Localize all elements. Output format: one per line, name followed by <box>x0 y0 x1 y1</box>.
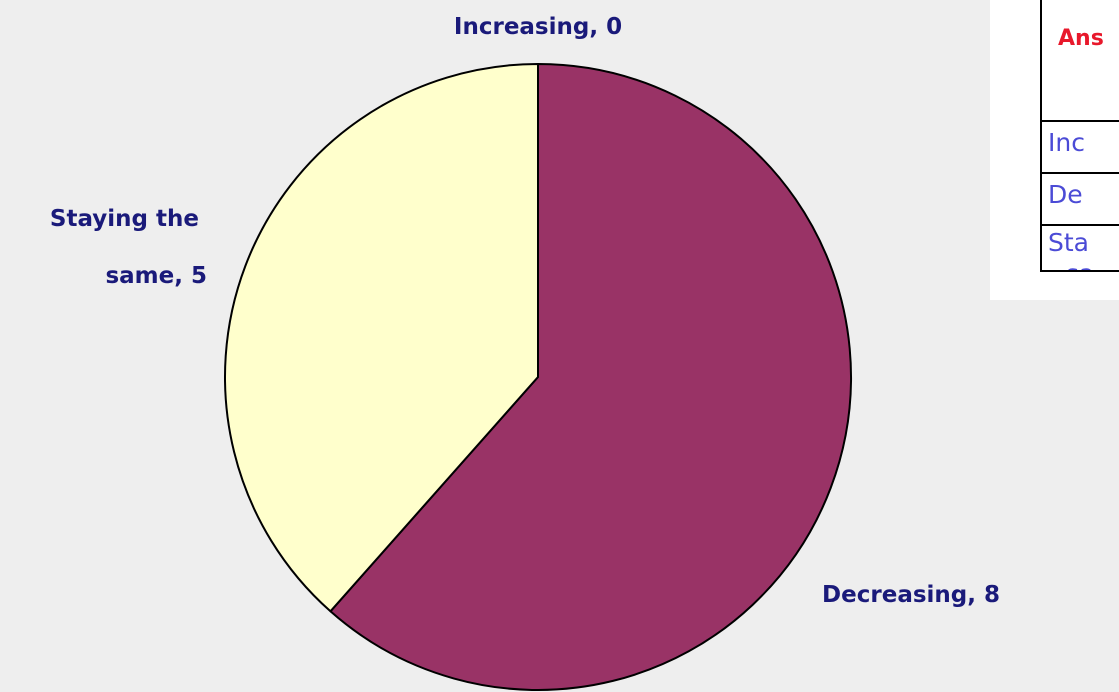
data-label-increasing: Increasing, 0 <box>454 14 622 40</box>
pie-slice-decreasing <box>329 63 852 691</box>
data-label-decreasing: Decreasing, 8 <box>822 582 1000 608</box>
pie-slices <box>224 63 852 691</box>
table-row-label: De <box>1048 180 1083 209</box>
table-row-label: Inc <box>1048 128 1085 157</box>
table-row-decreasing: De <box>1042 174 1119 226</box>
table-row-increasing: Inc <box>1042 122 1119 174</box>
pie-slice-staying-the-same <box>224 63 539 613</box>
table-row-staying-the-same: Sta sa <box>1042 226 1119 270</box>
data-label-staying-the-same: Staying the same, 5 <box>50 206 207 289</box>
table-header: Ans <box>1042 0 1119 122</box>
answer-table: Ans Inc De Sta sa <box>1040 0 1119 272</box>
table-row-label: Sta <box>1048 228 1089 257</box>
table-row-label: sa <box>1048 259 1119 270</box>
